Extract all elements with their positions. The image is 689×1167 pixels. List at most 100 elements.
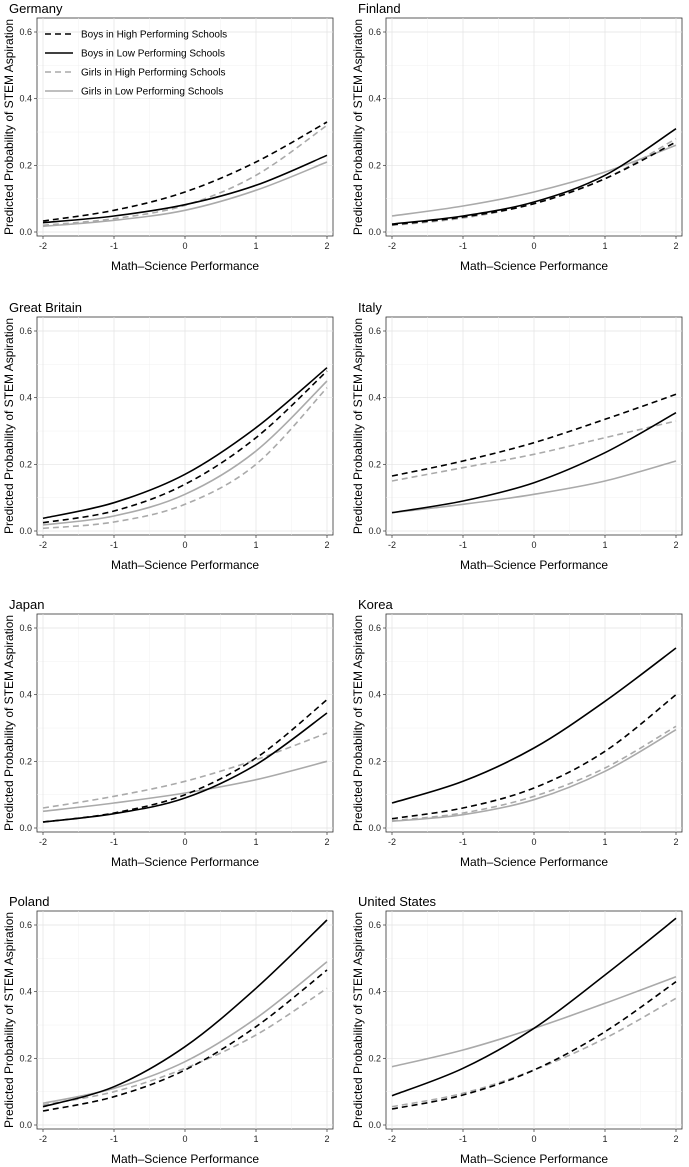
x-tick-label: -1 bbox=[110, 837, 118, 847]
x-axis-label: Math–Science Performance bbox=[111, 558, 259, 572]
series-line-boys-in-low-performing-schools bbox=[42, 367, 328, 520]
panel-title: Germany bbox=[9, 1, 63, 16]
x-tick-label: 1 bbox=[602, 837, 607, 847]
y-tick-label: 0.6 bbox=[19, 326, 32, 336]
x-tick-label: 1 bbox=[602, 1134, 607, 1144]
series-line-boys-in-high-performing-schools bbox=[391, 981, 677, 1110]
y-tick-label: 0.4 bbox=[368, 94, 381, 104]
y-tick-label: 0.0 bbox=[19, 526, 32, 536]
y-tick-label: 0.0 bbox=[19, 823, 32, 833]
y-axis-label: Predicted Probability of STEM Aspiration bbox=[2, 19, 16, 235]
x-axis-label: Math–Science Performance bbox=[460, 259, 608, 273]
y-tick-label: 0.4 bbox=[19, 690, 32, 700]
y-tick-label: 0.2 bbox=[19, 459, 32, 469]
series-line-girls-in-low-performing-schools bbox=[42, 760, 328, 813]
y-tick-label: 0.4 bbox=[368, 393, 381, 403]
x-tick-label: 2 bbox=[673, 241, 678, 251]
x-axis-label: Math–Science Performance bbox=[460, 1152, 608, 1166]
y-tick-label: 0.4 bbox=[19, 987, 32, 997]
legend: Boys in High Performing Schools Boys in L… bbox=[45, 30, 227, 98]
panel-great-britain: Great Britain -2 -1 0 1 2 0.0 0.2 0.4 0.6 Math–Sci… bbox=[2, 300, 334, 572]
y-tick-label: 0.0 bbox=[368, 227, 381, 237]
x-tick-label: 0 bbox=[531, 241, 536, 251]
y-axis-label: Predicted Probability of STEM Aspiration bbox=[2, 318, 16, 534]
y-axis-label: Predicted Probability of STEM Aspiration bbox=[351, 318, 365, 534]
x-tick-label: -2 bbox=[388, 241, 396, 251]
series-line-boys-in-low-performing-schools bbox=[42, 712, 328, 823]
series-line-girls-in-high-performing-schools bbox=[391, 997, 677, 1108]
x-tick-label: 0 bbox=[182, 241, 187, 251]
y-tick-label: 0.0 bbox=[368, 823, 381, 833]
panel-korea: Korea -2 -1 0 1 2 0.0 0.2 0.4 0.6 Math–Science Per… bbox=[351, 597, 683, 869]
panel-germany: Germany -2 -1 0 1 2 0.0 0.2 0.4 0.6 Math–Science P… bbox=[2, 1, 334, 273]
x-tick-label: 2 bbox=[673, 540, 678, 550]
series-line-girls-in-low-performing-schools bbox=[391, 729, 677, 823]
y-axis-label: Predicted Probability of STEM Aspiration bbox=[2, 615, 16, 831]
x-tick-label: -1 bbox=[110, 1134, 118, 1144]
y-tick-label: 0.6 bbox=[368, 623, 381, 633]
y-axis-label: Predicted Probability of STEM Aspiration bbox=[2, 912, 16, 1128]
y-tick-label: 0.6 bbox=[19, 920, 32, 930]
y-axis-label: Predicted Probability of STEM Aspiration bbox=[351, 912, 365, 1128]
x-tick-label: 2 bbox=[324, 837, 329, 847]
series-line-boys-in-low-performing-schools bbox=[42, 154, 328, 224]
series-line-boys-in-low-performing-schools bbox=[42, 919, 328, 1108]
y-tick-label: 0.2 bbox=[368, 1053, 381, 1063]
legend-label: Boys in Low Performing Schools bbox=[81, 49, 225, 60]
x-tick-label: 1 bbox=[602, 540, 607, 550]
x-tick-label: 0 bbox=[182, 540, 187, 550]
y-tick-label: 0.2 bbox=[368, 459, 381, 469]
series-line-boys-in-low-performing-schools bbox=[391, 128, 677, 225]
x-tick-label: 0 bbox=[531, 837, 536, 847]
legend-label: Girls in Low Performing Schools bbox=[81, 87, 223, 98]
y-tick-label: 0.0 bbox=[19, 1120, 32, 1130]
x-tick-label: 1 bbox=[253, 241, 258, 251]
y-tick-label: 0.6 bbox=[368, 27, 381, 37]
legend-label: Girls in High Performing Schools bbox=[81, 68, 226, 79]
x-tick-label: -2 bbox=[388, 540, 396, 550]
series-line-girls-in-low-performing-schools bbox=[42, 380, 328, 526]
y-tick-label: 0.2 bbox=[19, 756, 32, 766]
panel-finland: Finland -2 -1 0 1 2 0.0 0.2 0.4 0.6 Math–Science P… bbox=[351, 1, 683, 273]
x-tick-label: 0 bbox=[531, 540, 536, 550]
y-tick-label: 0.4 bbox=[19, 393, 32, 403]
x-tick-label: -2 bbox=[39, 540, 47, 550]
x-tick-label: -1 bbox=[459, 241, 467, 251]
y-tick-label: 0.4 bbox=[368, 987, 381, 997]
panel-poland: Poland -2 -1 0 1 2 0.0 0.2 0.4 0.6 Math–Science Pe… bbox=[2, 894, 334, 1166]
series-line-boys-in-low-performing-schools bbox=[391, 647, 677, 804]
series-line-boys-in-high-performing-schools bbox=[391, 141, 677, 226]
x-tick-label: 2 bbox=[673, 837, 678, 847]
y-tick-label: 0.6 bbox=[19, 623, 32, 633]
series-line-girls-in-high-performing-schools bbox=[42, 387, 328, 530]
x-tick-label: 1 bbox=[602, 241, 607, 251]
y-tick-label: 0.2 bbox=[368, 756, 381, 766]
x-tick-label: -2 bbox=[39, 1134, 47, 1144]
x-axis-label: Math–Science Performance bbox=[111, 855, 259, 869]
panel-title: Korea bbox=[358, 597, 393, 612]
y-tick-label: 0.2 bbox=[368, 160, 381, 170]
x-tick-label: -1 bbox=[110, 241, 118, 251]
series-line-boys-in-high-performing-schools bbox=[391, 694, 677, 820]
y-tick-label: 0.6 bbox=[368, 326, 381, 336]
series-line-girls-in-high-performing-schools bbox=[391, 420, 677, 482]
panel-title: Italy bbox=[358, 300, 382, 315]
series-line-boys-in-high-performing-schools bbox=[42, 370, 328, 524]
panel-title: Poland bbox=[9, 894, 49, 909]
y-tick-label: 0.2 bbox=[19, 160, 32, 170]
series-line-boys-in-high-performing-schools bbox=[42, 121, 328, 222]
series-line-girls-in-low-performing-schools bbox=[42, 161, 328, 228]
series-line-girls-in-low-performing-schools bbox=[391, 460, 677, 514]
panel-japan: Japan -2 -1 0 1 2 0.0 0.2 0.4 0.6 Math–Science Per… bbox=[2, 597, 334, 869]
series-line-boys-in-high-performing-schools bbox=[42, 969, 328, 1112]
x-tick-label: -1 bbox=[459, 837, 467, 847]
x-axis-label: Math–Science Performance bbox=[460, 558, 608, 572]
panel-title: United States bbox=[358, 894, 437, 909]
series-line-boys-in-low-performing-schools bbox=[391, 412, 677, 514]
y-axis-label: Predicted Probability of STEM Aspiration bbox=[351, 615, 365, 831]
x-tick-label: 0 bbox=[531, 1134, 536, 1144]
y-tick-label: 0.0 bbox=[368, 1120, 381, 1130]
x-tick-label: -2 bbox=[39, 837, 47, 847]
x-tick-label: -1 bbox=[459, 1134, 467, 1144]
x-tick-label: -2 bbox=[388, 1134, 396, 1144]
